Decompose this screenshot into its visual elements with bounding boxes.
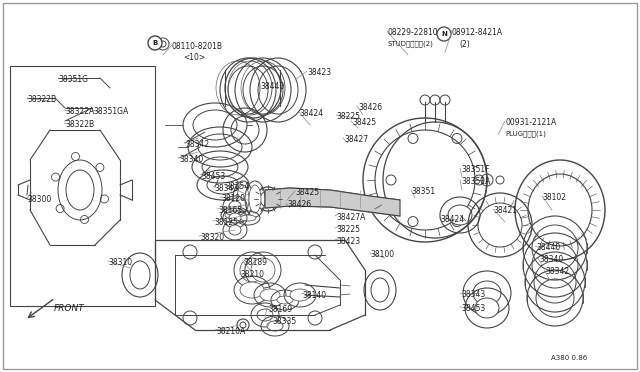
Ellipse shape: [257, 309, 273, 321]
Text: 38125: 38125: [214, 218, 238, 227]
Ellipse shape: [229, 201, 241, 211]
Text: 38351GA: 38351GA: [93, 107, 128, 116]
Ellipse shape: [277, 296, 293, 304]
Text: 38453: 38453: [461, 304, 485, 313]
Ellipse shape: [237, 185, 249, 213]
Text: 38320: 38320: [200, 233, 224, 242]
Text: 38423: 38423: [336, 237, 360, 246]
Ellipse shape: [240, 215, 256, 221]
Text: 38440: 38440: [260, 82, 284, 91]
Text: 38425: 38425: [295, 188, 319, 197]
Ellipse shape: [260, 289, 280, 301]
Text: 38340: 38340: [539, 255, 563, 264]
Bar: [10, 66, 155, 306]
Ellipse shape: [249, 185, 261, 213]
Text: 00931-2121A: 00931-2121A: [505, 118, 556, 127]
Text: 38210A: 38210A: [216, 327, 245, 336]
Text: 38189: 38189: [243, 258, 267, 267]
Text: 38225: 38225: [336, 225, 360, 234]
Text: 38100: 38100: [370, 250, 394, 259]
Text: 38351G: 38351G: [58, 75, 88, 84]
Circle shape: [437, 27, 451, 41]
Circle shape: [496, 176, 504, 184]
Text: 38424: 38424: [299, 109, 323, 118]
Text: 38300: 38300: [27, 195, 51, 204]
Text: 38322A: 38322A: [65, 107, 94, 116]
Text: 08912-8421A: 08912-8421A: [452, 28, 503, 37]
Text: 38351: 38351: [411, 187, 435, 196]
Ellipse shape: [473, 281, 501, 305]
Text: 38165: 38165: [218, 206, 242, 215]
Text: STUDスタッド(2): STUDスタッド(2): [387, 40, 433, 46]
Text: 08229-22810: 08229-22810: [387, 28, 438, 37]
Text: PLUGプラグ(1): PLUGプラグ(1): [505, 130, 546, 137]
Circle shape: [160, 41, 166, 47]
Circle shape: [148, 36, 162, 50]
Text: 38421: 38421: [493, 206, 517, 215]
Text: 38427: 38427: [344, 135, 368, 144]
Ellipse shape: [240, 282, 264, 298]
Text: 38351F: 38351F: [461, 165, 490, 174]
Text: 38340: 38340: [179, 155, 204, 164]
Ellipse shape: [267, 321, 283, 331]
Text: 38310: 38310: [108, 258, 132, 267]
Text: 38453: 38453: [201, 172, 225, 181]
Polygon shape: [265, 188, 400, 216]
Text: 38351A: 38351A: [461, 177, 490, 186]
Text: FRONT: FRONT: [54, 304, 84, 313]
Text: 38342: 38342: [545, 267, 569, 276]
Text: 38426: 38426: [287, 200, 311, 209]
Text: 38427A: 38427A: [336, 213, 365, 222]
Text: 38225: 38225: [336, 112, 360, 121]
Circle shape: [240, 322, 246, 328]
Text: <10>: <10>: [183, 53, 205, 62]
Text: 38169: 38169: [268, 305, 292, 314]
Text: 38102: 38102: [542, 193, 566, 202]
Text: 38343: 38343: [214, 184, 238, 193]
Ellipse shape: [229, 225, 241, 235]
Text: (2): (2): [459, 40, 470, 49]
Text: 38440: 38440: [536, 243, 560, 252]
Ellipse shape: [229, 213, 241, 223]
Text: 38140: 38140: [302, 291, 326, 300]
Text: 38322B: 38322B: [27, 95, 56, 104]
Text: 38154: 38154: [225, 182, 249, 191]
Text: 38343: 38343: [461, 290, 485, 299]
Text: 38210: 38210: [240, 270, 264, 279]
Ellipse shape: [251, 258, 275, 282]
Text: 38335: 38335: [272, 317, 296, 326]
Text: 38426: 38426: [358, 103, 382, 112]
Text: 38342: 38342: [185, 140, 209, 149]
Text: 08110-8201B: 08110-8201B: [172, 42, 223, 51]
Ellipse shape: [475, 298, 499, 318]
Ellipse shape: [240, 258, 264, 282]
Text: 38424: 38424: [440, 215, 464, 224]
Text: N: N: [441, 31, 447, 37]
Text: 38322B: 38322B: [65, 120, 94, 129]
Ellipse shape: [290, 289, 310, 301]
Text: A380 0.86: A380 0.86: [551, 355, 588, 361]
Text: 38423: 38423: [307, 68, 331, 77]
Ellipse shape: [225, 211, 245, 219]
Text: 38425: 38425: [352, 118, 376, 127]
Text: 38120: 38120: [221, 194, 245, 203]
Ellipse shape: [448, 205, 472, 225]
Text: B: B: [152, 40, 157, 46]
